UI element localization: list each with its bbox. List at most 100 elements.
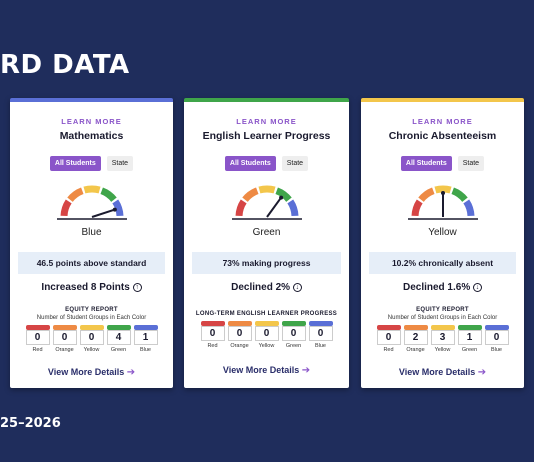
gauge-segment-yellow (82, 185, 101, 194)
equity-label: Red (32, 347, 43, 353)
equity-color-bar (106, 325, 131, 330)
equity-count: 0 (200, 326, 225, 341)
status-box: 73% making progress (192, 252, 341, 274)
equity-color-bar (79, 325, 104, 330)
equity-color-bar (403, 325, 428, 330)
learn-more-link[interactable]: LEARN MORE (412, 117, 473, 126)
equity-count: 1 (457, 330, 482, 345)
equity-count: 0 (52, 330, 77, 345)
equity-count: 0 (376, 330, 401, 345)
equity-label: Yellow (434, 347, 451, 353)
equity-count: 3 (430, 330, 455, 345)
equity-report: EQUITY REPORT Number of Student Groups i… (361, 307, 524, 353)
gauge-segment-blue (286, 199, 298, 217)
card-mathematics: LEARN MORE Mathematics All Students Stat… (10, 98, 173, 388)
gauge-needle-tip (278, 195, 283, 200)
card-title: Chronic Absenteeism (388, 130, 497, 142)
state-button[interactable]: State (457, 156, 485, 171)
school-year: 25–2026 (0, 416, 61, 431)
equity-color-bar (308, 321, 333, 326)
equity-swatch-red: 0 Red (376, 325, 401, 353)
equity-swatch-blue: 0 Blue (484, 325, 509, 353)
equity-count: 0 (281, 326, 306, 341)
arrow-right-icon: ➔ (301, 365, 311, 376)
equity-count: 0 (227, 326, 252, 341)
equity-label: Blue (314, 343, 326, 349)
status-box: 10.2% chronically absent (369, 252, 516, 274)
equity-report: LONG-TERM ENGLISH LEARNER PROGRESS 0 Red 0… (184, 311, 349, 349)
equity-subtitle: Number of Student Groups in Each Color (36, 315, 147, 321)
gauge-segment-green (99, 187, 117, 202)
all-students-button[interactable]: All Students (224, 156, 276, 171)
learn-more-link[interactable]: LEARN MORE (236, 117, 297, 126)
equity-color-bar (254, 321, 279, 326)
equity-label: Green (285, 343, 302, 349)
gauge-segment-orange (417, 187, 435, 202)
equity-count: 2 (403, 330, 428, 345)
equity-swatch-orange: 0 Orange (227, 321, 252, 349)
equity-swatch-orange: 2 Orange (403, 325, 428, 353)
equity-swatch-red: 0 Red (25, 325, 50, 353)
equity-count: 0 (79, 330, 104, 345)
card-chronic-absenteeism: LEARN MORE Chronic Absenteeism All Stude… (361, 98, 524, 388)
arrow-right-icon: ➔ (126, 367, 136, 378)
student-toggle: All Students State (361, 156, 524, 171)
card-english-learner-progress: LEARN MORE English Learner Progress All … (184, 98, 349, 388)
status-box: 46.5 points above standard (18, 252, 165, 274)
gauge-segment-yellow (257, 185, 276, 194)
gauge-segment-orange (241, 187, 259, 202)
equity-color-bar (200, 321, 225, 326)
equity-color-bar (457, 325, 482, 330)
equity-count: 0 (25, 330, 50, 345)
gauge-segment-orange (66, 187, 84, 202)
equity-swatch-yellow: 3 Yellow (430, 325, 455, 353)
equity-label: Orange (55, 347, 74, 353)
change-text: Declined 2% ↓ (184, 282, 349, 293)
equity-swatch-orange: 0 Orange (52, 325, 77, 353)
equity-label: Green (110, 347, 127, 353)
equity-swatch-red: 0 Red (200, 321, 225, 349)
learn-more-link[interactable]: LEARN MORE (61, 117, 122, 126)
gauge-needle (91, 208, 115, 218)
equity-swatch-blue: 0 Blue (308, 321, 333, 349)
equity-count: 0 (254, 326, 279, 341)
gauge-needle-tip (440, 191, 445, 195)
equity-swatch-green: 4 Green (106, 325, 131, 353)
performance-color-label: Yellow (428, 227, 457, 238)
performance-color-label: Blue (81, 227, 102, 238)
down-circle-icon: ↓ (292, 283, 302, 292)
equity-label: Red (383, 347, 394, 353)
card-title: Mathematics (59, 130, 124, 142)
student-toggle: All Students State (184, 156, 349, 171)
equity-swatches: 0 Red 0 Orange 0 Yellow 0 Green 0 Blue (184, 321, 349, 349)
equity-count: 0 (308, 326, 333, 341)
gauge-segment-red (411, 199, 423, 217)
equity-swatches: 0 Red 0 Orange 0 Yellow 4 Green 1 Blue (10, 325, 173, 353)
equity-label: Green (461, 347, 478, 353)
change-text: Declined 1.6% ↓ (361, 282, 524, 293)
equity-label: Blue (139, 347, 151, 353)
view-more-details-link[interactable]: View More Details ➔ (398, 367, 487, 378)
all-students-button[interactable]: All Students (49, 156, 101, 171)
view-more-details-link[interactable]: View More Details ➔ (47, 367, 136, 378)
state-button[interactable]: State (281, 156, 309, 171)
state-button[interactable]: State (106, 156, 134, 171)
all-students-button[interactable]: All Students (400, 156, 452, 171)
equity-title: LONG-TERM ENGLISH LEARNER PROGRESS (195, 311, 338, 317)
view-more-details-link[interactable]: View More Details ➔ (222, 365, 311, 376)
arrow-right-icon: ➔ (477, 367, 487, 378)
gauge-needle (265, 196, 282, 218)
gauge-dial (231, 185, 302, 220)
equity-color-bar (376, 325, 401, 330)
equity-title: EQUITY REPORT (416, 307, 469, 313)
up-circle-icon: ↑ (132, 283, 142, 292)
gauge-dial (56, 185, 127, 220)
gauge-segment-red (60, 199, 72, 217)
equity-subtitle: Number of Student Groups in Each Color (387, 315, 498, 321)
gauge-needle-tip (112, 207, 117, 212)
page-heading: RD DATA (0, 50, 130, 80)
equity-report: EQUITY REPORT Number of Student Groups i… (10, 307, 173, 353)
equity-count: 4 (106, 330, 131, 345)
equity-swatches: 0 Red 2 Orange 3 Yellow 1 Green 0 Blue (361, 325, 524, 353)
equity-swatch-green: 0 Green (281, 321, 306, 349)
